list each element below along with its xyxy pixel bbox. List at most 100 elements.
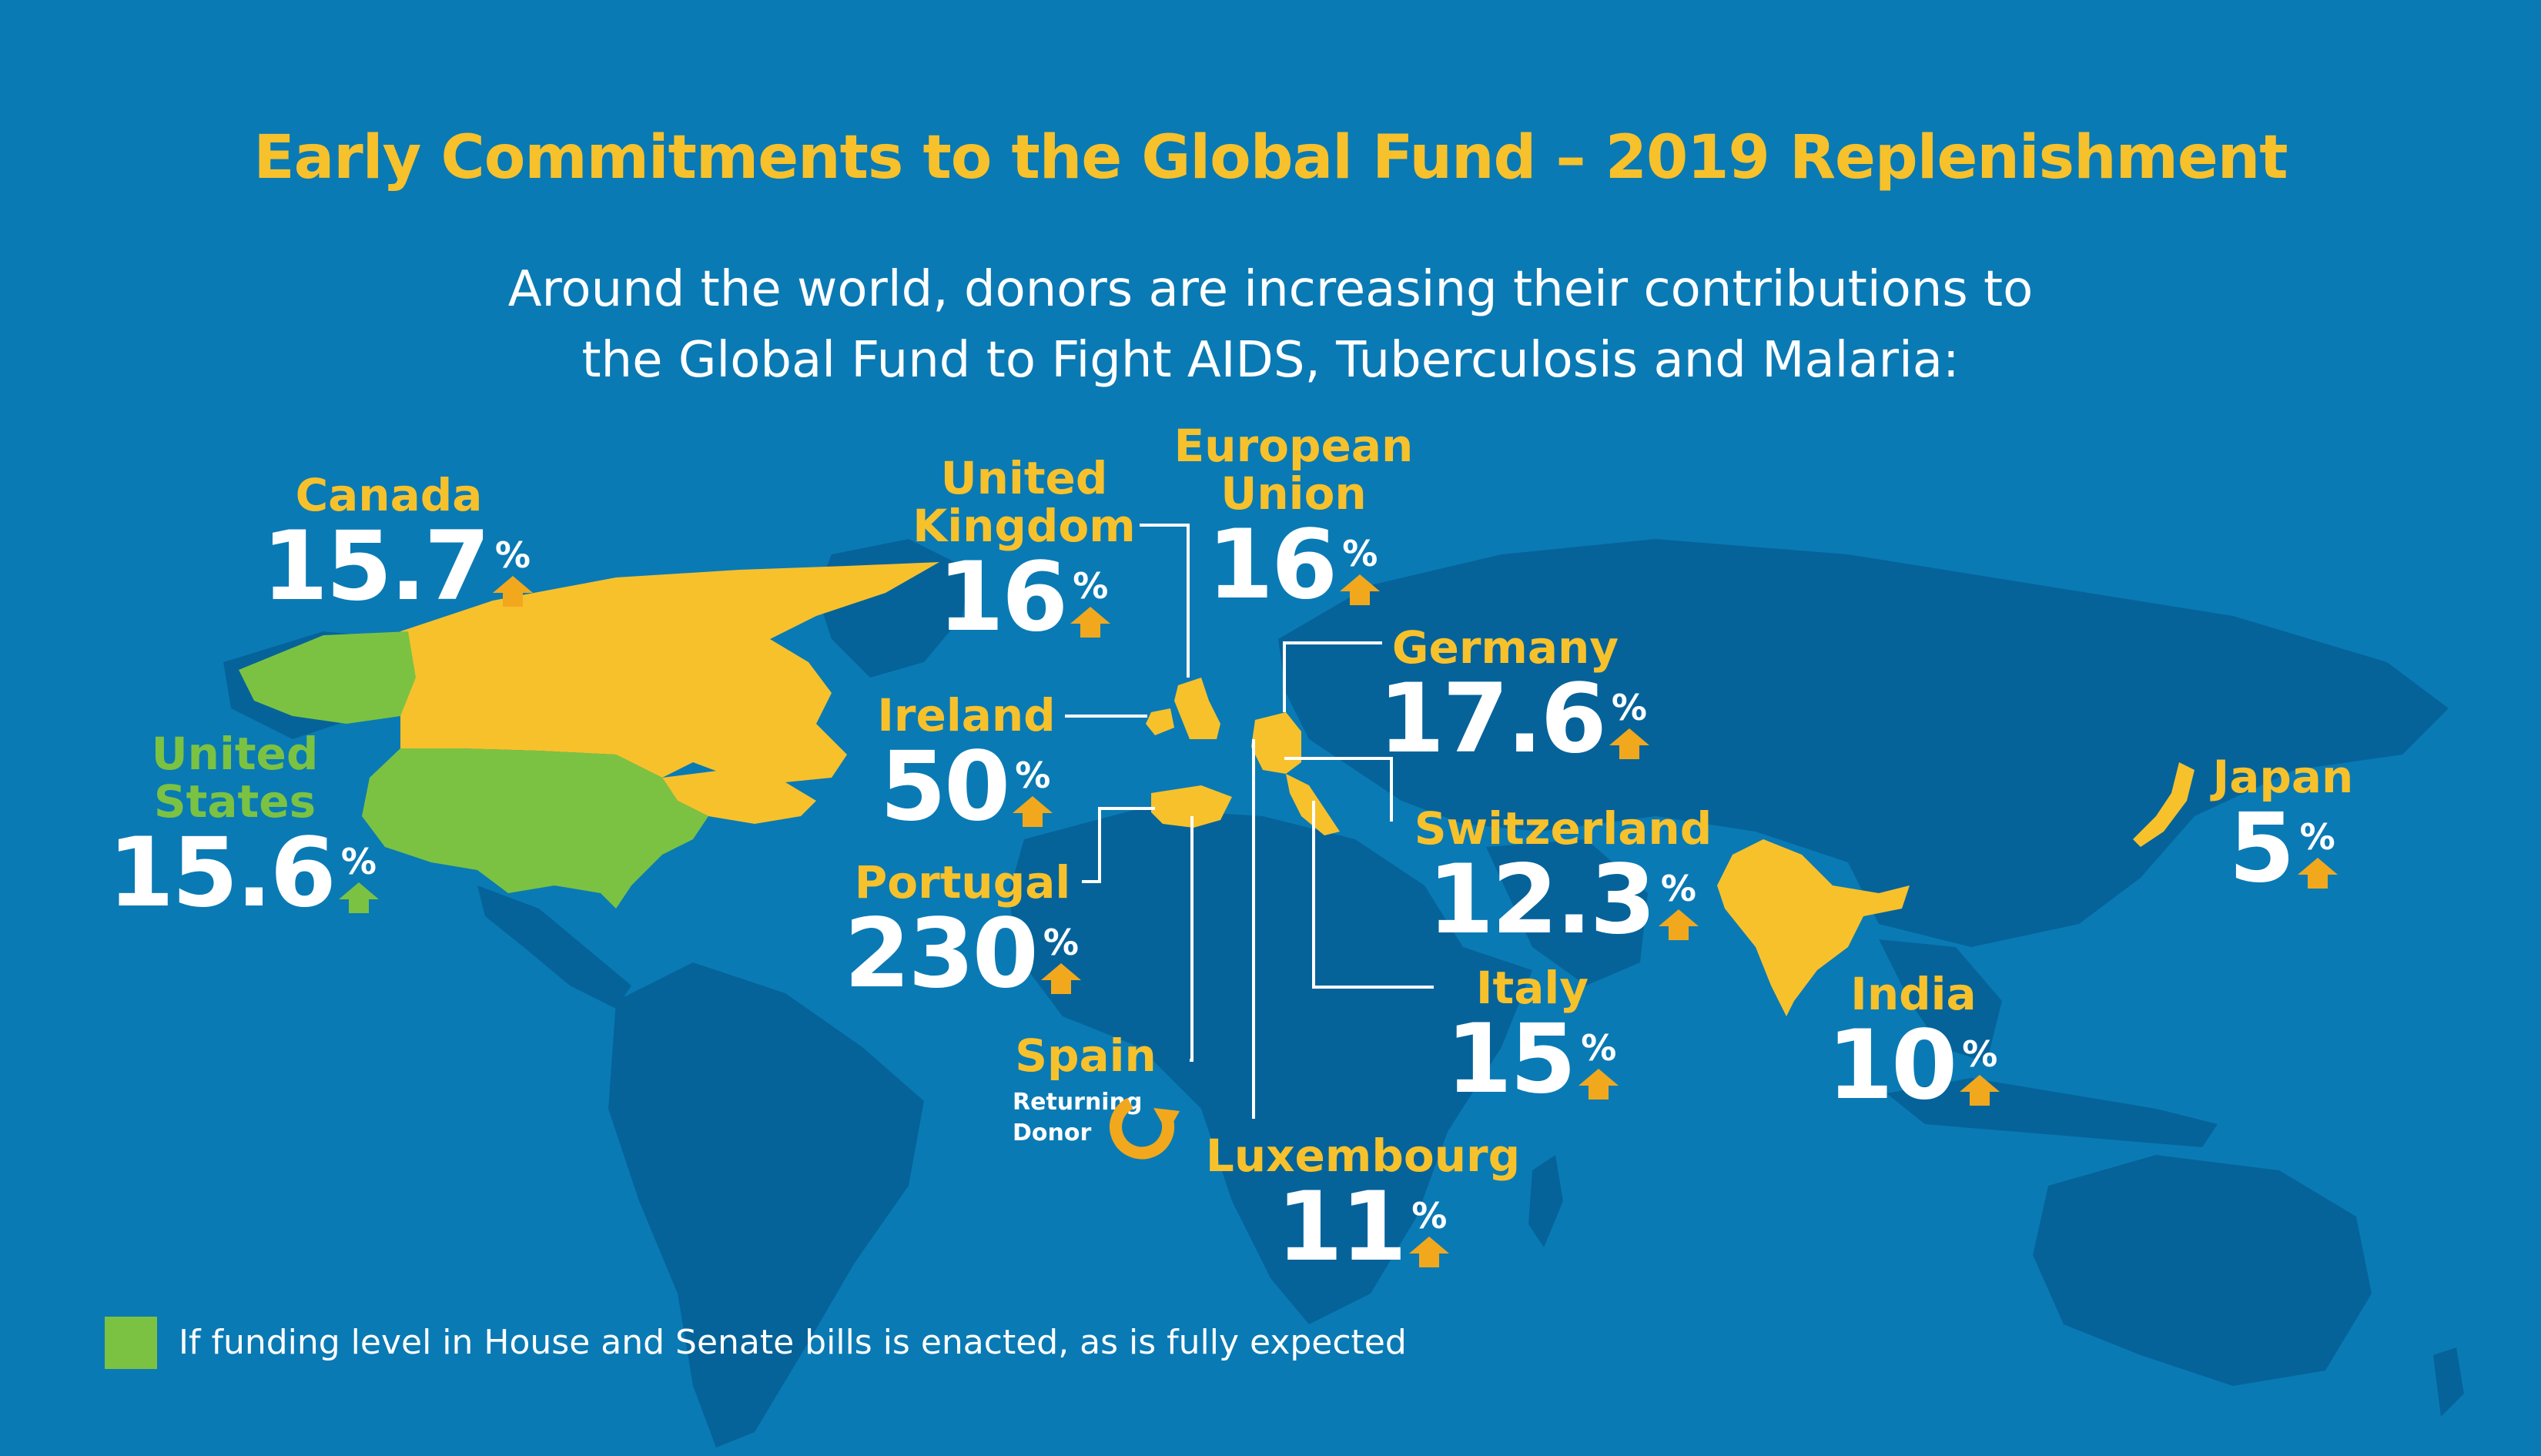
increase-value: 5 [2228,793,2295,904]
donor-increase: 11% [1277,1180,1450,1275]
donor-spain: Spain [1001,1032,1170,1079]
southeast-asia-shape [1879,939,2002,1063]
increase-value: 16 [1207,510,1338,621]
donor-name: India [1850,968,1977,1020]
donor-name: Ireland [877,689,1056,741]
donor-name: Canada [295,469,483,521]
percent-sign: % [340,841,377,882]
increase-value: 11 [1276,1172,1408,1283]
canada-east-shape [662,770,816,824]
donor-name: Portugal [854,856,1071,909]
up-arrow-icon [1070,607,1111,624]
india-shape [1717,839,1910,1016]
indonesia-shape [1886,1078,2218,1147]
percent-sign: % [2299,816,2335,858]
united-kingdom-shape [1174,678,1220,739]
increase-value: 15 [1445,1004,1577,1115]
percent-sign: % [1581,1027,1617,1069]
canada-shape [400,562,939,785]
percent-sign: % [1043,922,1079,963]
percent-sign: % [494,534,531,576]
donor-japan: Japan 5% [2194,753,2372,896]
percent-sign: % [1660,868,1697,909]
donor-name: Italy [1475,962,1589,1014]
percent-sign: % [1015,755,1051,796]
donor-name: Germany [1391,621,1619,674]
increase-value: 10 [1826,1010,1958,1121]
up-arrow-icon [1340,574,1381,591]
donor-increase: 5% [2228,801,2338,896]
united-states-shape [362,748,708,909]
donor-italy: Italy 15% [1417,964,1648,1107]
donor-luxembourg: Luxembourg 11% [1201,1132,1525,1275]
switzerland-connector-line [1284,757,1393,822]
spain-connector-line [1190,816,1194,1062]
donor-name-line-1: European [1173,420,1414,472]
africa-shape [1009,808,1532,1324]
uk-connector-line [1140,524,1190,678]
donor-increase: 17.6% [1378,671,1649,767]
donor-name-line-1: United [940,452,1108,504]
increase-value: 16 [937,542,1069,653]
increase-value: 230 [844,899,1039,1009]
ireland-shape [1146,708,1174,735]
donor-increase: 15.7% [262,519,533,614]
donor-name: Luxembourg [1205,1130,1521,1182]
percent-sign: % [1073,565,1109,607]
infographic-subtitle: Around the world, donors are increasing … [0,254,2541,396]
donor-name-line-2: States [153,775,316,828]
subtitle-line-1: Around the world, donors are increasing … [507,261,2034,318]
new-zealand-shape [2433,1347,2464,1417]
legend-swatch [105,1317,157,1369]
subtitle-line-2: the Global Fund to Fight AIDS, Tuberculo… [581,332,1960,389]
germany-switzerland-shape [1251,712,1301,774]
donor-name: Switzerland [1414,802,1712,855]
madagascar-shape [1528,1155,1563,1247]
donor-united-states: United States 15.6% [108,728,379,921]
donor-increase: 16% [938,550,1111,645]
donor-germany: Germany 17.6% [1378,621,1649,767]
donor-name-line-2: Kingdom [912,500,1136,552]
central-america-shape [477,885,631,1009]
germany-connector-line [1283,641,1382,712]
south-america-shape [608,962,924,1448]
donor-ireland: Ireland 50% [862,691,1070,835]
percent-sign: % [1962,1033,1998,1075]
percent-sign: % [1611,687,1647,728]
donor-india: India 10% [1813,970,2014,1113]
increase-value: 15.7 [262,511,490,622]
donor-increase: 15.6% [108,825,379,921]
eurasia-shape [1278,539,2449,947]
donor-increase: 16% [1207,517,1381,613]
percent-sign: % [1411,1195,1448,1237]
donor-name-line-2: Union [1220,467,1367,520]
portugal-connector-line [1082,807,1155,883]
up-arrow-icon [1013,796,1053,813]
percent-sign: % [1342,533,1378,574]
donor-name: Spain [1015,1029,1157,1082]
donor-increase: 230% [844,906,1081,1002]
australia-shape [2033,1155,2372,1386]
increase-value: 15.6 [108,818,336,929]
donor-canada: Canada 15.7% [262,469,533,614]
up-arrow-icon [1658,909,1699,926]
donor-name-line-1: United [151,728,319,780]
increase-value: 12.3 [1428,845,1656,956]
donor-european-union: European Union 16% [1170,422,1417,613]
donor-increase: 12.3% [1428,852,1699,948]
increase-value: 17.6 [1378,664,1607,775]
continents-background [223,539,2464,1448]
up-arrow-icon [338,882,379,899]
status-line-2: Donor [1013,1120,1092,1146]
japan-shape [2133,762,2194,847]
donor-increase: 50% [880,739,1053,835]
increase-value: 50 [879,731,1011,842]
donor-increase: 15% [1446,1012,1619,1107]
donor-increase: 10% [1827,1018,2000,1113]
donor-switzerland: Switzerland 12.3% [1409,805,1717,948]
alaska-green-shape [239,631,416,724]
up-arrow-icon [1609,728,1649,745]
up-arrow-icon [1960,1075,2000,1092]
